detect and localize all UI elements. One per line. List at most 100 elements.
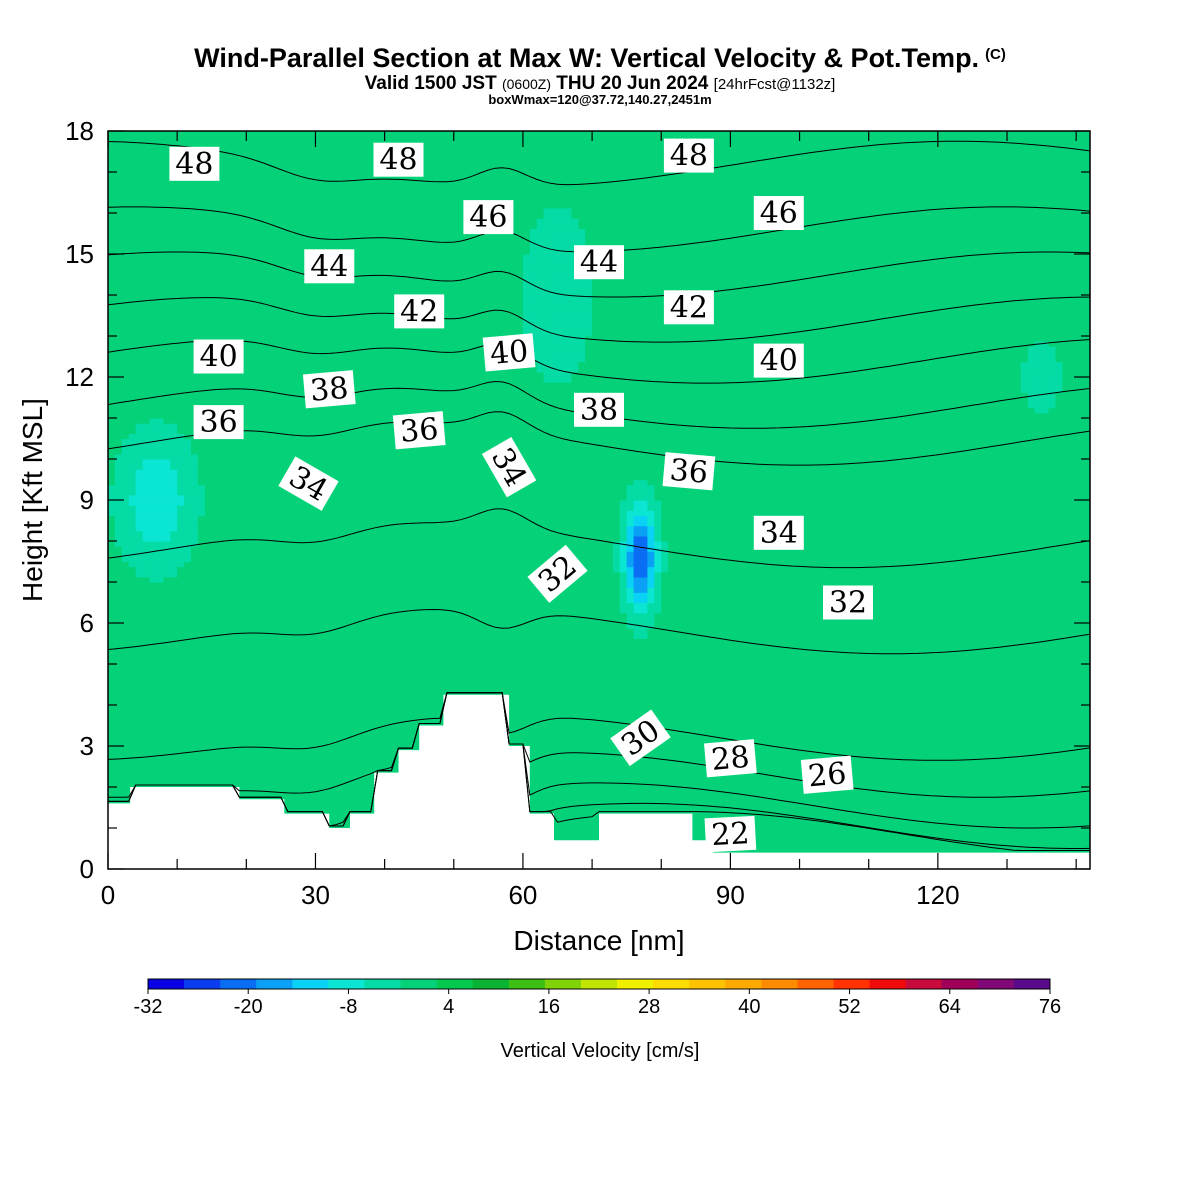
- velocity-cell: [273, 366, 282, 373]
- velocity-cell: [184, 223, 192, 229]
- velocity-cell: [267, 192, 275, 199]
- velocity-cell: [163, 766, 171, 773]
- velocity-cell: [260, 269, 268, 276]
- velocity-cell: [204, 377, 213, 383]
- velocity-cell: [329, 494, 337, 501]
- velocity-cell: [128, 756, 137, 762]
- velocity-cell: [163, 617, 171, 624]
- velocity-cell: [329, 438, 337, 445]
- velocity-cell: [260, 423, 268, 429]
- velocity-cell: [177, 546, 185, 552]
- velocity-cell: [322, 218, 330, 224]
- velocity-cell: [322, 459, 330, 465]
- velocity-cell: [163, 146, 171, 153]
- velocity-cell: [253, 274, 261, 281]
- velocity-cell: [301, 238, 310, 245]
- velocity-cell: [163, 254, 171, 260]
- velocity-cell: [114, 336, 123, 342]
- velocity-cell: [322, 166, 330, 173]
- velocity-cell: [239, 325, 247, 332]
- velocity-cell: [184, 136, 192, 142]
- velocity-cell: [218, 187, 227, 194]
- velocity-cell: [322, 407, 330, 414]
- velocity-cell: [246, 371, 254, 378]
- velocity-cell: [287, 346, 296, 352]
- velocity-cell: [184, 730, 192, 737]
- velocity-cell: [184, 679, 192, 686]
- velocity-cell: [336, 500, 344, 506]
- velocity-cell: [329, 412, 337, 419]
- velocity-cell: [156, 541, 164, 547]
- velocity-cell: [239, 192, 247, 199]
- velocity-cell: [163, 556, 171, 563]
- velocity-cell: [156, 699, 164, 706]
- velocity-cell: [232, 500, 240, 506]
- velocity-cell: [329, 202, 337, 209]
- velocity-cell: [280, 469, 289, 475]
- velocity-cell: [218, 202, 227, 209]
- velocity-cell: [211, 730, 220, 737]
- velocity-cell: [121, 715, 130, 721]
- velocity-cell: [301, 412, 310, 419]
- velocity-cell: [170, 489, 178, 496]
- velocity-cell: [315, 366, 323, 373]
- velocity-cell: [239, 730, 247, 737]
- velocity-cell: [135, 289, 144, 296]
- velocity-cell: [211, 597, 220, 604]
- velocity-cell: [204, 243, 213, 250]
- velocity-cell: [294, 407, 303, 414]
- velocity-cell: [329, 658, 337, 665]
- velocity-cell: [239, 710, 247, 716]
- velocity-cell: [197, 612, 206, 619]
- velocity-cell: [260, 515, 268, 522]
- velocity-cell: [184, 423, 192, 429]
- velocity-cell: [267, 187, 275, 194]
- velocity-cell: [108, 699, 116, 706]
- velocity-cell: [315, 535, 323, 542]
- velocity-cell: [267, 725, 275, 732]
- velocity-cell: [121, 617, 130, 624]
- velocity-cell: [135, 182, 144, 188]
- velocity-cell: [287, 653, 296, 660]
- velocity-cell: [329, 812, 337, 819]
- velocity-cell: [329, 802, 337, 809]
- velocity-cell: [108, 243, 116, 250]
- velocity-cell: [225, 182, 234, 188]
- velocity-cell: [336, 602, 344, 609]
- velocity-cell: [260, 443, 268, 450]
- velocity-cell: [280, 566, 289, 573]
- velocity-cell: [128, 576, 137, 583]
- velocity-cell: [294, 602, 303, 609]
- velocity-cell: [218, 438, 227, 445]
- velocity-cell: [121, 438, 130, 445]
- velocity-cell: [301, 674, 310, 680]
- velocity-cell: [128, 300, 137, 306]
- velocity-cell: [218, 766, 227, 773]
- velocity-cell: [253, 546, 261, 552]
- velocity-cell: [239, 612, 247, 619]
- velocity-cell: [218, 705, 227, 711]
- velocity-cell: [294, 223, 303, 229]
- velocity-cell: [301, 710, 310, 716]
- velocity-cell: [135, 725, 144, 732]
- velocity-cell: [149, 197, 158, 204]
- velocity-cell: [190, 725, 199, 732]
- velocity-cell: [170, 264, 178, 270]
- velocity-cell: [246, 443, 254, 450]
- velocity-cell: [267, 602, 275, 609]
- velocity-cell: [121, 295, 130, 301]
- velocity-cell: [135, 207, 144, 214]
- velocity-cell: [211, 520, 220, 527]
- velocity-cell: [149, 346, 158, 352]
- velocity-cell: [232, 725, 240, 732]
- velocity-cell: [301, 802, 310, 809]
- velocity-cell: [287, 571, 296, 578]
- velocity-cell: [170, 689, 178, 696]
- velocity-cell: [218, 448, 227, 455]
- velocity-cell: [232, 397, 240, 404]
- velocity-cell: [114, 161, 123, 168]
- velocity-cell: [211, 587, 220, 593]
- velocity-cell: [322, 761, 330, 768]
- velocity-cell: [108, 336, 116, 342]
- velocity-cell: [204, 628, 213, 634]
